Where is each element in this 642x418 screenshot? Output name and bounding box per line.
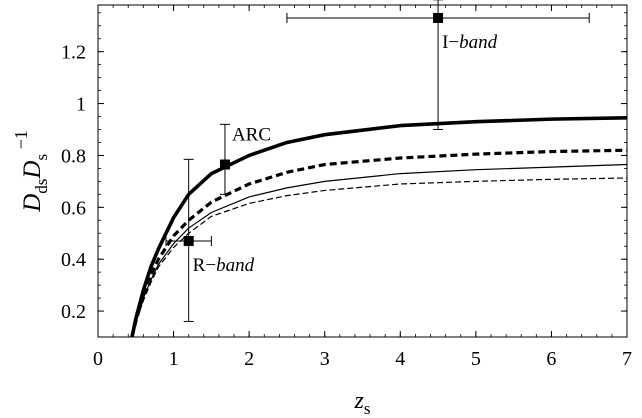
data-point-marker	[219, 159, 230, 170]
labels-group: ARC I−band R−band	[193, 32, 498, 276]
x-tick-label: 4	[395, 348, 405, 370]
y-tick-label: 0.4	[61, 249, 86, 271]
y-tick-label: 0.2	[61, 301, 86, 323]
curve-thin-solid	[131, 163, 627, 337]
point-label: I−band	[442, 32, 498, 53]
data-point-marker	[183, 236, 194, 247]
y-tick-label: 0.6	[61, 197, 86, 219]
y-tick-label: 1.2	[61, 42, 86, 64]
curve-thick-dashed	[130, 148, 627, 337]
x-tick-label: 7	[622, 348, 632, 370]
point-label: ARC	[232, 125, 271, 146]
x-tick-label: 6	[546, 348, 556, 370]
curves-group	[130, 116, 627, 337]
x-axis-title: zs	[354, 388, 371, 418]
y-tick-label: 1	[76, 94, 86, 116]
x-tick-label: 0	[93, 348, 103, 370]
data-point-marker	[433, 12, 444, 23]
x-tick-label: 1	[169, 348, 179, 370]
axes-group: 0 1 2 3 4 5 6 7 0.2 0.4 0.6 0.8 1 1.2 zs DdsDs −1	[11, 4, 632, 418]
point-label: R−band	[193, 255, 255, 276]
y-axis-title: DdsDs −1	[11, 130, 51, 213]
plot-frame	[97, 4, 628, 338]
x-tick-label: 5	[471, 348, 481, 370]
y-tick-label: 0.8	[61, 145, 86, 167]
x-tick-label: 2	[244, 348, 254, 370]
points-group	[165, 0, 590, 322]
curve-thin-dashed	[131, 177, 627, 337]
x-tick-label: 3	[320, 348, 330, 370]
curve-thick-solid	[130, 116, 627, 337]
